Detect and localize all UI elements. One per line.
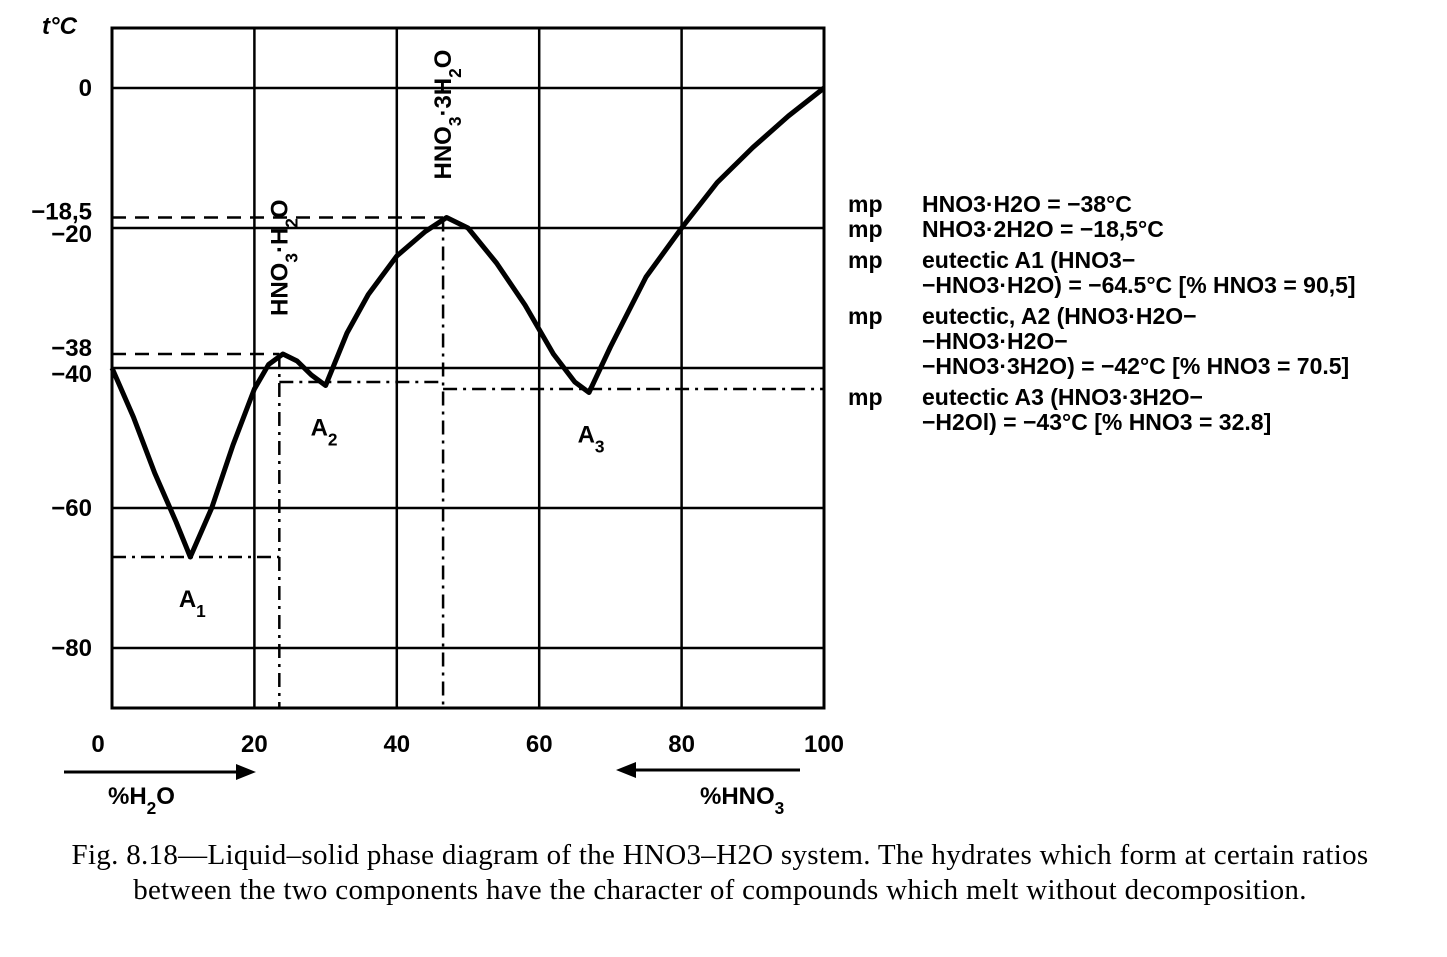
y-tick-label: −18,5 bbox=[31, 199, 92, 226]
note-line: −H2Ol) = −43°C [% HNO3 = 32.8] bbox=[922, 409, 1272, 435]
x-tick-label: 40 bbox=[383, 731, 410, 758]
eutectic-label: A1 bbox=[179, 586, 206, 621]
note-prefix: mp bbox=[848, 247, 883, 273]
grid bbox=[110, 26, 826, 710]
x-tick-label: 20 bbox=[241, 731, 268, 758]
x-tick-label: 80 bbox=[668, 731, 695, 758]
eutectic-label: A2 bbox=[311, 415, 338, 450]
y-tick-label: −38 bbox=[51, 335, 92, 362]
note-prefix: mp bbox=[848, 216, 883, 242]
compound-label: HNO3·H2O bbox=[266, 199, 301, 316]
liquidus-curve bbox=[109, 86, 826, 560]
liquidus-line bbox=[109, 86, 826, 560]
chart-labels: 0 −18,5−20 −38−40 −60 −80 0 20 40 60 80 100 t°C A1 A2… bbox=[31, 13, 844, 818]
acid-arrow-head bbox=[616, 762, 636, 778]
acid-percent-label: %HNO3 bbox=[700, 783, 784, 818]
water-percent-label: %H2O bbox=[108, 783, 175, 818]
phase-diagram-chart: 0 −18,5−20 −38−40 −60 −80 0 20 40 60 80 100 t°C A1 A2… bbox=[31, 13, 844, 818]
y-axis-label: t°C bbox=[42, 13, 78, 40]
note-line: eutectic A1 (HNO3− bbox=[922, 247, 1136, 273]
y-tick-label: −80 bbox=[51, 635, 92, 662]
note-line: −HNO3·3H2O) = −42°C [% HNO3 = 70.5] bbox=[922, 353, 1350, 379]
note-prefix: mp bbox=[848, 303, 883, 329]
note-row: mp HNO3·H2O = −38°C bbox=[848, 192, 1356, 217]
x-tick-label: 60 bbox=[526, 731, 553, 758]
note-line: −HNO3·H2O) = −64.5°C [% HNO3 = 90,5] bbox=[922, 272, 1356, 298]
note-line: NHO3·2H2O = −18,5°C bbox=[922, 216, 1164, 242]
note-line: eutectic A3 (HNO3·3H2O− bbox=[922, 384, 1203, 410]
x-tick-label: 100 bbox=[804, 731, 844, 758]
note-row: mp eutectic, A2 (HNO3·H2O− −HNO3·H2O− −HNO3… bbox=[848, 304, 1356, 379]
figure-caption: Fig. 8.18—Liquid–solid phase diagram of … bbox=[71, 839, 1369, 906]
note-line: eutectic, A2 (HNO3·H2O− bbox=[922, 303, 1197, 329]
note-row: mp eutectic A3 (HNO3·3H2O− −H2Ol) = −43°C … bbox=[848, 385, 1356, 435]
y-tick-label: −40 bbox=[51, 361, 92, 388]
y-tick-label: 0 bbox=[79, 75, 92, 102]
y-tick-label: −60 bbox=[51, 495, 92, 522]
water-arrow-head bbox=[236, 764, 256, 780]
note-line: −HNO3·H2O− bbox=[922, 328, 1068, 354]
melting-point-notes: mp HNO3·H2O = −38°C mp NHO3·2H2O = −18,5°C m… bbox=[848, 192, 1356, 435]
x-tick-label: 0 bbox=[91, 731, 104, 758]
note-line: HNO3·H2O = −38°C bbox=[922, 191, 1132, 217]
note-row: mp eutectic A1 (HNO3− −HNO3·H2O) = −64.5°C… bbox=[848, 248, 1356, 298]
note-row: mp NHO3·2H2O = −18,5°C bbox=[848, 217, 1356, 242]
note-prefix: mp bbox=[848, 191, 883, 217]
eutectic-label: A3 bbox=[578, 422, 605, 457]
note-prefix: mp bbox=[848, 384, 883, 410]
compound-label: HNO3·3H2O bbox=[430, 50, 465, 180]
reference-lines bbox=[112, 216, 824, 708]
y-tick-label: −20 bbox=[51, 221, 92, 248]
